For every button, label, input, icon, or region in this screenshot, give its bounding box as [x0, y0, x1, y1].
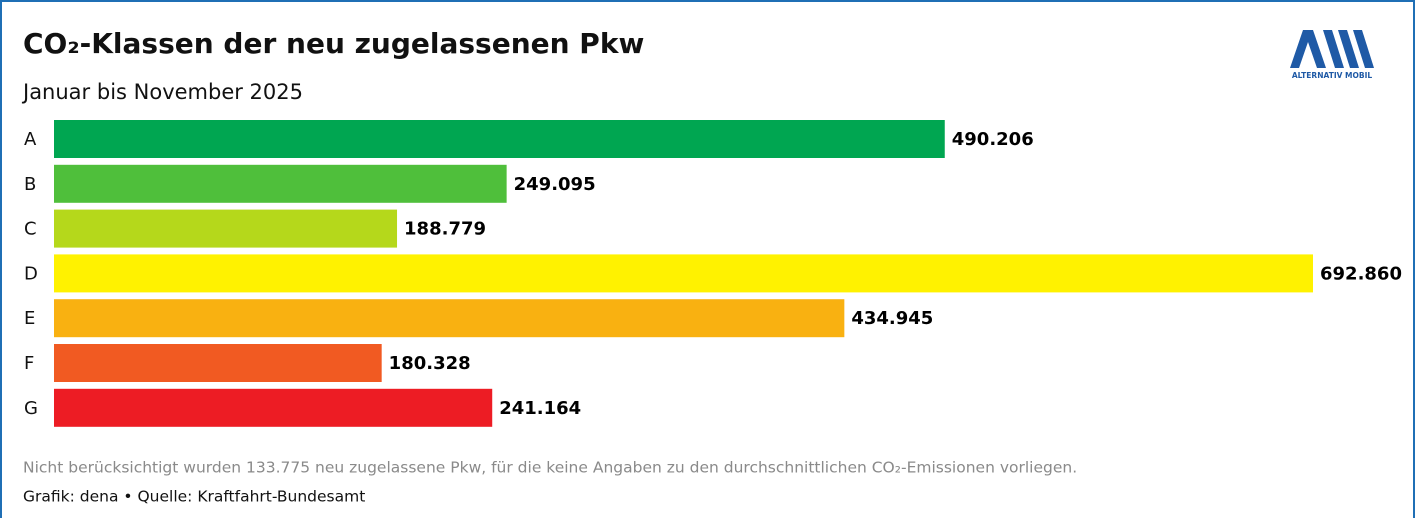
bar	[54, 254, 1313, 293]
bar	[54, 120, 945, 158]
value-label: 241.164	[499, 398, 581, 419]
logo-shape	[1353, 30, 1374, 68]
logo-shape	[1290, 30, 1326, 68]
y-tick-label: E	[24, 308, 35, 329]
y-tick-label: G	[24, 398, 38, 419]
source: Grafik: dena • Quelle: Kraftfahrt-Bundes…	[23, 488, 365, 506]
value-label: 180.328	[389, 353, 471, 374]
bar	[54, 299, 845, 338]
logo-shape	[1338, 30, 1359, 68]
value-label: 249.095	[514, 174, 596, 195]
chart-subtitle: Januar bis November 2025	[21, 80, 303, 104]
value-label: 692.860	[1320, 263, 1402, 284]
y-tick-label: B	[24, 174, 36, 195]
y-tick-label: A	[24, 129, 37, 150]
chart-title: CO₂-Klassen der neu zugelassenen Pkw	[23, 27, 644, 60]
logo-shape	[1323, 30, 1344, 68]
bar	[54, 344, 382, 382]
value-label: 490.206	[952, 129, 1034, 150]
logo: ALTERNATIV MOBIL	[1290, 30, 1374, 80]
logo-text: ALTERNATIV MOBIL	[1292, 71, 1373, 80]
bar	[54, 388, 493, 427]
footnote: Nicht berücksichtigt wurden 133.775 neu …	[23, 459, 1077, 477]
y-tick-label: D	[24, 263, 38, 284]
y-tick-label: C	[24, 219, 37, 240]
bar	[54, 209, 398, 248]
value-label: 188.779	[404, 219, 486, 240]
value-label: 434.945	[851, 308, 933, 329]
bar	[54, 164, 507, 203]
y-tick-label: F	[24, 353, 34, 374]
